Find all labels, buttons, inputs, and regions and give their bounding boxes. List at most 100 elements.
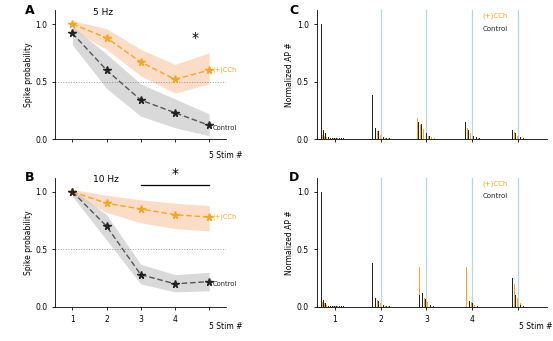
Bar (383, 137, 384, 139)
Bar (386, 138, 387, 139)
Bar (341, 138, 342, 139)
Text: 5 Stim #: 5 Stim # (209, 151, 243, 160)
Bar (470, 133, 471, 139)
Bar (512, 130, 513, 139)
Text: *: * (171, 167, 179, 181)
Bar (388, 138, 389, 139)
Text: 5 Hz: 5 Hz (93, 8, 113, 17)
Bar (466, 267, 467, 307)
Bar (330, 306, 331, 307)
Bar (372, 238, 373, 307)
Bar (343, 306, 344, 307)
Bar (342, 138, 343, 139)
Y-axis label: Normalized AP #: Normalized AP # (285, 42, 294, 107)
Bar (477, 306, 478, 307)
Bar (514, 132, 515, 139)
Bar (433, 306, 434, 307)
Bar (333, 138, 334, 139)
Bar (323, 300, 324, 307)
Bar (343, 138, 344, 139)
Y-axis label: Spike probability: Spike probability (24, 42, 33, 107)
Bar (337, 306, 338, 307)
Bar (374, 125, 375, 139)
Bar (324, 136, 325, 139)
Text: A: A (24, 4, 34, 17)
Bar (430, 305, 431, 307)
Bar (474, 305, 476, 307)
Bar (328, 137, 329, 139)
Bar (425, 299, 426, 307)
Bar (418, 122, 419, 139)
Bar (477, 306, 478, 307)
Bar (328, 306, 329, 307)
Bar (378, 301, 379, 307)
Bar (377, 131, 378, 139)
Bar (332, 138, 333, 139)
Bar (336, 138, 337, 139)
Bar (515, 295, 516, 307)
Bar (321, 192, 322, 307)
Bar (339, 306, 340, 307)
Bar (474, 305, 475, 307)
Bar (520, 305, 521, 307)
Bar (330, 306, 331, 307)
Bar (429, 136, 430, 139)
Bar (380, 303, 382, 307)
Bar (333, 306, 334, 307)
Bar (377, 300, 378, 307)
Bar (423, 129, 424, 139)
Bar (372, 76, 373, 139)
Text: Control: Control (212, 125, 237, 131)
Text: D: D (289, 172, 299, 184)
Bar (334, 138, 335, 139)
Text: (+)CCh: (+)CCh (212, 214, 237, 220)
Bar (432, 306, 434, 307)
Bar (378, 131, 379, 139)
Y-axis label: Spike probability: Spike probability (24, 210, 33, 275)
Bar (517, 298, 518, 307)
Bar (326, 137, 327, 139)
Bar (385, 138, 386, 139)
Bar (324, 303, 325, 307)
Bar (332, 306, 333, 307)
Bar (334, 306, 335, 307)
Bar (385, 306, 386, 307)
Bar (372, 95, 373, 139)
Bar (419, 295, 420, 307)
Bar (325, 303, 326, 307)
Bar (420, 125, 421, 139)
Bar (322, 135, 323, 139)
Text: Control: Control (212, 281, 237, 287)
Bar (514, 284, 515, 307)
Text: (+)CCh: (+)CCh (483, 180, 508, 187)
Bar (375, 298, 376, 307)
Bar (473, 136, 474, 139)
Bar (471, 302, 472, 307)
Bar (523, 138, 524, 139)
Bar (424, 298, 425, 307)
Y-axis label: Normalized AP #: Normalized AP # (285, 210, 294, 275)
Bar (325, 133, 326, 139)
Bar (434, 138, 435, 139)
Bar (515, 133, 516, 139)
Bar (476, 137, 477, 139)
Bar (386, 306, 387, 307)
Text: C: C (289, 4, 298, 17)
Bar (465, 122, 466, 139)
Bar (323, 130, 324, 139)
Bar (478, 138, 479, 139)
Text: Control: Control (483, 26, 508, 32)
Bar (388, 306, 389, 307)
Bar (520, 137, 521, 139)
Text: B: B (24, 172, 34, 184)
Bar (335, 138, 336, 139)
Bar (472, 303, 473, 307)
Text: 5 Stim #: 5 Stim # (519, 322, 552, 331)
Bar (336, 306, 337, 307)
Bar (422, 293, 423, 307)
Bar (326, 305, 327, 307)
Bar (321, 24, 322, 139)
Bar (372, 263, 373, 307)
Bar (431, 137, 432, 139)
Text: (+)CCh: (+)CCh (483, 13, 508, 19)
